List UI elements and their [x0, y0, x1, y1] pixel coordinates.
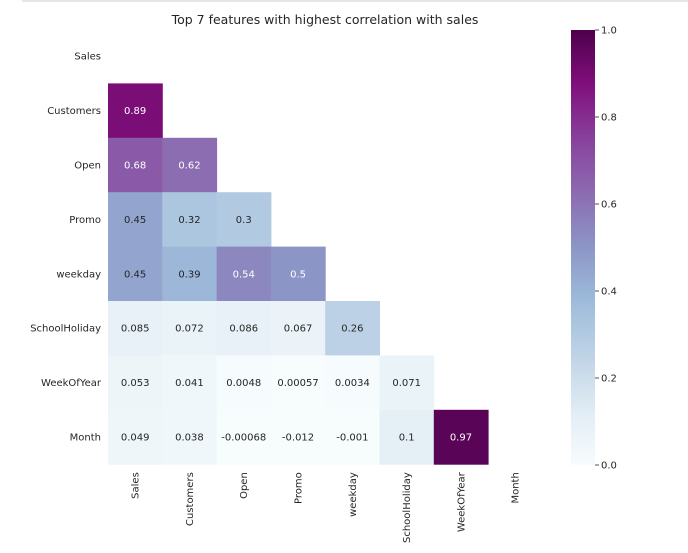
- x-tick-label-Promo: Promo: [294, 472, 305, 504]
- cell-value-label: 0.32: [178, 215, 200, 226]
- heatmap-cell-Month-weekday: [325, 409, 380, 465]
- x-tick-label-Month: Month: [511, 472, 522, 503]
- heatmap-cell-Month-SchoolHoliday: [379, 409, 435, 465]
- heatmap-cell-weekday-Customers: [162, 246, 218, 302]
- cell-value-label: 0.072: [175, 324, 204, 335]
- y-tick-label-WeekOfYear: WeekOfYear: [41, 378, 102, 389]
- heatmap-cell-WeekOfYear-weekday: [325, 355, 380, 411]
- y-tick-label-weekday: weekday: [56, 269, 101, 280]
- x-tick-labels: Sales Customers Open Promo weekday SchoolHoli…: [131, 471, 522, 543]
- x-tick-label-SchoolHoliday: SchoolHoliday: [402, 472, 413, 543]
- chart-title: Top 7 features with highest correlation …: [171, 12, 479, 27]
- colorbar-tick-label: 0.6: [601, 200, 617, 211]
- heatmap-cell-Month-WeekOfYear: [433, 409, 489, 465]
- cell-value-label: 0.067: [284, 324, 313, 335]
- cell-value-label: 0.1: [399, 433, 415, 444]
- heatmap-cell-Month-Open: [216, 409, 272, 465]
- heatmap-cell-Open-Customers: [162, 137, 218, 193]
- heatmap-cell-Promo-Open: [216, 192, 272, 248]
- heatmap-cell-Promo-Sales: [108, 192, 163, 248]
- cell-value-label: 0.45: [124, 215, 146, 226]
- cell-value-label: 0.049: [121, 433, 150, 444]
- cell-value-label: 0.085: [121, 324, 150, 335]
- heatmap-cell-Month-Sales: [108, 409, 163, 465]
- cell-value-label: 0.62: [178, 161, 200, 172]
- colorbar-tick-label: 0.8: [601, 113, 617, 124]
- heatmap-cell-WeekOfYear-Sales: [108, 355, 163, 411]
- x-tick-label-Customers: Customers: [185, 472, 196, 526]
- heatmap-cell-SchoolHoliday-Sales: [108, 301, 163, 356]
- cell-value-label: 0.26: [341, 324, 363, 335]
- x-tick-label-weekday: weekday: [348, 472, 359, 517]
- cell-value-label: 0.5: [290, 269, 306, 280]
- cell-value-label: 0.071: [392, 378, 421, 389]
- cell-value-label: 0.68: [124, 161, 146, 172]
- heatmap-cell-Promo-Customers: [162, 192, 218, 248]
- heatmap-cell-WeekOfYear-Open: [216, 355, 272, 411]
- heatmap-cell-weekday-Open: [216, 246, 272, 302]
- cell-value-label: 0.038: [175, 433, 204, 444]
- colorbar-tick-label: 0.2: [601, 374, 617, 385]
- colorbar-gradient: [571, 30, 595, 465]
- x-tick-label-Open: Open: [239, 472, 250, 499]
- heatmap-cell-SchoolHoliday-weekday: [325, 301, 380, 356]
- colorbar: 0.0 0.2 0.4 0.6 0.8 1.0: [571, 26, 617, 472]
- cell-value-label: 0.54: [233, 269, 255, 280]
- heatmap-cell-Month-Promo: [270, 409, 326, 465]
- colorbar-tick-label: 1.0: [601, 26, 617, 37]
- heatmap-cell-Open-Sales: [108, 137, 163, 193]
- cell-value-label: 0.086: [229, 324, 258, 335]
- colorbar-tick-label: 0.4: [601, 287, 617, 298]
- cell-value-label: 0.89: [124, 106, 146, 117]
- y-tick-label-Month: Month: [70, 433, 101, 444]
- top-rule: [22, 0, 688, 2]
- heatmap-cell-WeekOfYear-Customers: [162, 355, 218, 411]
- heatmap-cells: 0.89 0.68 0.62 0.45 0.32 0.3 0.45 0.39 0.54 0.5 0.…: [108, 83, 489, 465]
- cell-value-label: -0.012: [282, 433, 314, 444]
- heatmap-cell-Customers-Sales: [108, 83, 163, 139]
- y-tick-label-Open: Open: [74, 161, 101, 172]
- x-tick-label-WeekOfYear: WeekOfYear: [456, 471, 467, 532]
- cell-value-label: 0.45: [124, 269, 146, 280]
- cell-value-label: 0.39: [178, 269, 200, 280]
- colorbar-tick-label: 0.0: [601, 461, 617, 472]
- heatmap-cell-WeekOfYear-SchoolHoliday: [379, 355, 435, 411]
- cell-value-label: 0.0034: [335, 378, 370, 389]
- heatmap-cell-weekday-Promo: [270, 246, 326, 302]
- cell-value-label: -0.00068: [221, 433, 266, 444]
- heatmap-cell-SchoolHoliday-Open: [216, 301, 272, 356]
- cell-value-label: 0.053: [121, 378, 150, 389]
- x-tick-label-Sales: Sales: [131, 472, 142, 499]
- y-tick-label-Sales: Sales: [74, 52, 101, 63]
- cell-value-label: -0.001: [336, 433, 368, 444]
- cell-value-label: 0.97: [450, 433, 472, 444]
- y-tick-label-Customers: Customers: [47, 106, 101, 117]
- heatmap-cell-WeekOfYear-Promo: [270, 355, 326, 411]
- cell-value-label: 0.3: [236, 215, 252, 226]
- heatmap-cell-weekday-Sales: [108, 246, 163, 302]
- y-tick-label-SchoolHoliday: SchoolHoliday: [30, 324, 101, 335]
- heatmap-cell-SchoolHoliday-Promo: [270, 301, 326, 356]
- y-tick-labels: Sales Customers Open Promo weekday SchoolHoli…: [30, 52, 102, 444]
- y-tick-label-Promo: Promo: [69, 215, 101, 226]
- cell-value-label: 0.041: [175, 378, 204, 389]
- heatmap-cell-SchoolHoliday-Customers: [162, 301, 218, 356]
- cell-value-label: 0.00057: [277, 378, 318, 389]
- cell-value-label: 0.0048: [226, 378, 261, 389]
- heatmap-cell-Month-Customers: [162, 409, 218, 465]
